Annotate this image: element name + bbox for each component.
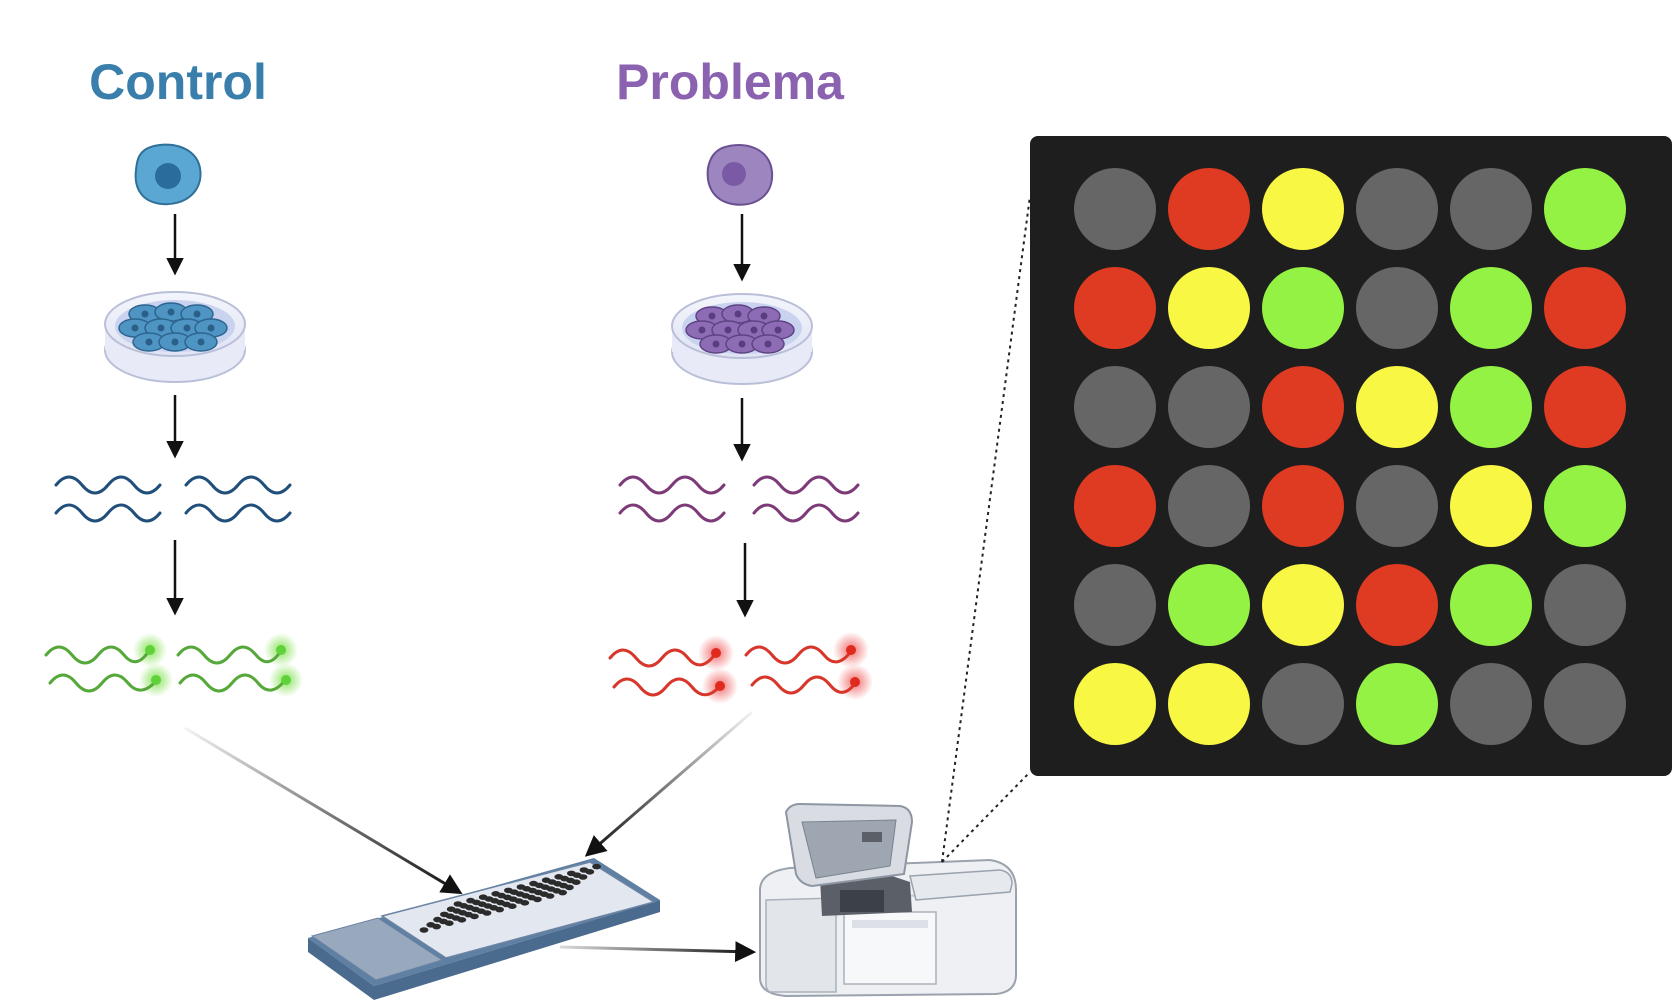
- slide-well: [579, 867, 589, 873]
- microarray-spot-red: [1168, 168, 1250, 250]
- microarray-spot-red: [1074, 465, 1156, 547]
- problema-labeled-cdna-icon: [608, 632, 873, 704]
- microarray-spot-red: [1262, 366, 1344, 448]
- slide-well: [529, 880, 538, 887]
- microarray-spot-green: [1450, 267, 1532, 349]
- slide-well: [491, 891, 501, 897]
- microarray-spot-gray: [1356, 465, 1438, 547]
- microarray-spot-green: [1356, 663, 1438, 745]
- microarray-spot-gray: [1074, 564, 1156, 646]
- problema-rna-icon: [618, 475, 860, 523]
- zoom-line-bottom: [941, 771, 1031, 863]
- microarray-spot-gray: [1356, 168, 1438, 250]
- slide-well: [541, 877, 551, 883]
- slide-well: [516, 884, 526, 890]
- microarray-spot-yellow: [1168, 267, 1250, 349]
- control-cell-icon: [134, 143, 202, 206]
- microarray-spot-red: [1262, 465, 1344, 547]
- microarray-spot-green: [1544, 168, 1626, 250]
- microarray-spot-yellow: [1450, 465, 1532, 547]
- slide-well: [426, 922, 436, 928]
- problema-cell-icon: [706, 144, 774, 206]
- microarray-spot-red: [1544, 366, 1626, 448]
- microarray-spot-gray: [1168, 366, 1250, 448]
- microarray-spot-gray: [1356, 267, 1438, 349]
- microarray-spot-red: [1074, 267, 1156, 349]
- slide-well: [466, 897, 475, 904]
- slide-well: [419, 927, 429, 933]
- microarray-spot-red: [1356, 564, 1438, 646]
- microarray-spot-green: [1168, 564, 1250, 646]
- microarray-spot-yellow: [1168, 663, 1250, 745]
- control-title: Control: [89, 54, 267, 110]
- microarray-spot-gray: [1074, 366, 1156, 448]
- slide-well: [592, 863, 601, 870]
- microarray-spot-gray: [1168, 465, 1250, 547]
- problema-title: Problema: [616, 54, 844, 110]
- microarray-spot-gray: [1450, 663, 1532, 745]
- slide-well: [453, 901, 463, 907]
- microarray-spot-green: [1450, 564, 1532, 646]
- control-rna-icon: [54, 475, 292, 523]
- microarray-slide-icon: [308, 858, 660, 1000]
- microarray-scanner-icon: [759, 802, 1017, 998]
- microarray-spot-grid: [1074, 168, 1626, 745]
- slide-well: [440, 911, 449, 918]
- control-labeled-cdna-icon: [44, 633, 303, 697]
- microarray-spot-gray: [1450, 168, 1532, 250]
- arrow-slide-to-scanner: [559, 941, 757, 963]
- microarray-spot-yellow: [1262, 168, 1344, 250]
- microarray-spot-gray: [1544, 564, 1626, 646]
- control-petri-dish-icon: [104, 291, 246, 383]
- microarray-spot-gray: [1544, 663, 1626, 745]
- slide-well: [446, 906, 456, 912]
- microarray-spot-yellow: [1262, 564, 1344, 646]
- microarray-spot-green: [1450, 366, 1532, 448]
- arrow-problema-to-slide: [584, 710, 753, 857]
- microarray-spot-green: [1544, 465, 1626, 547]
- microarray-spot-gray: [1262, 663, 1344, 745]
- microarray-spot-gray: [1074, 168, 1156, 250]
- problema-petri-dish-icon: [671, 293, 813, 385]
- zoom-line-top: [941, 195, 1031, 863]
- microarray-panel: [1030, 136, 1672, 776]
- microarray-spot-red: [1544, 267, 1626, 349]
- microarray-spot-yellow: [1356, 366, 1438, 448]
- slide-well: [504, 887, 513, 894]
- slide-well: [567, 870, 576, 877]
- slide-well: [554, 874, 564, 880]
- microarray-spot-green: [1262, 267, 1344, 349]
- microarray-spot-yellow: [1074, 663, 1156, 745]
- slide-well: [478, 894, 488, 900]
- arrow-control-to-slide: [184, 726, 463, 895]
- slide-well: [433, 916, 442, 923]
